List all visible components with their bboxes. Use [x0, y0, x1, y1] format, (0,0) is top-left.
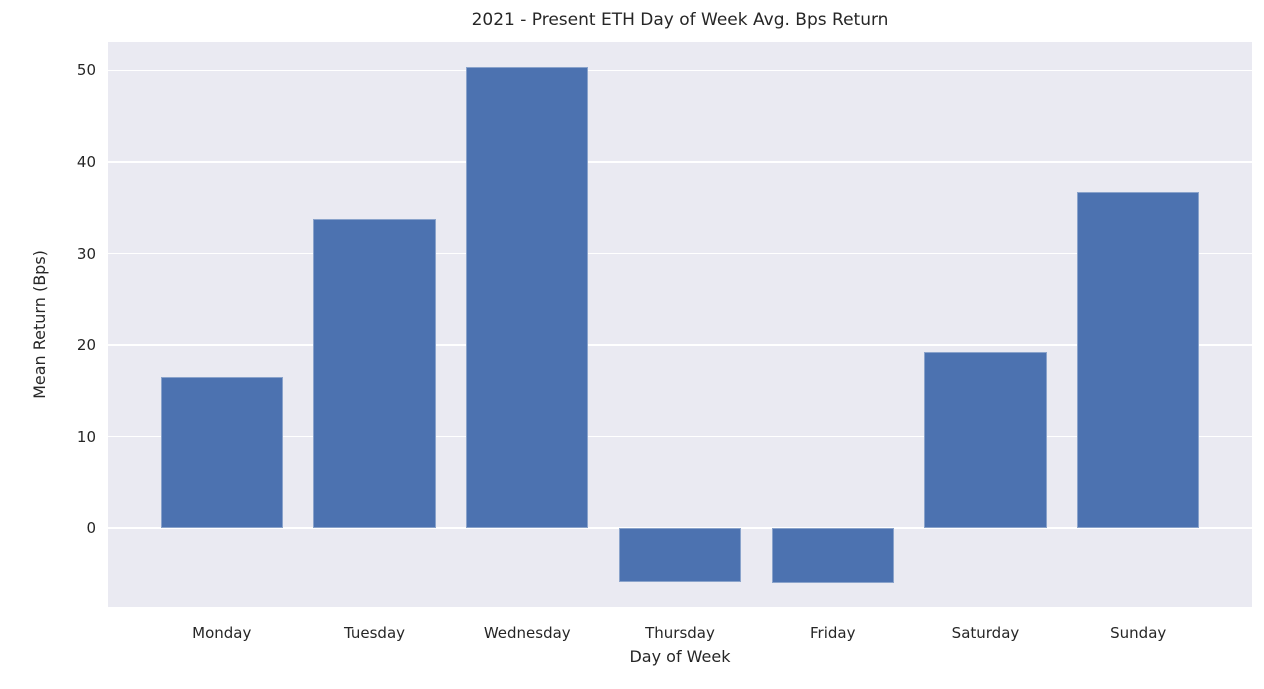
bar-tuesday — [313, 218, 436, 529]
x-tick-label: Sunday — [1110, 624, 1167, 642]
gridline — [108, 252, 1252, 255]
x-tick-label: Monday — [192, 624, 252, 642]
bar-sunday — [1077, 192, 1200, 529]
x-tick-label: Saturday — [951, 624, 1020, 642]
gridline — [108, 69, 1252, 72]
x-axis-label: Day of Week — [629, 647, 731, 666]
y-tick-label: 10 — [76, 427, 96, 446]
bar-wednesday — [466, 66, 589, 529]
x-tick-label: Wednesday — [483, 624, 571, 642]
bar-friday — [771, 528, 894, 584]
gridline — [108, 435, 1252, 438]
gridline — [108, 161, 1252, 163]
bar-saturday — [924, 351, 1047, 529]
y-tick-label: 20 — [76, 336, 96, 355]
chart-title: 2021 - Present ETH Day of Week Avg. Bps … — [471, 10, 889, 30]
bar-thursday — [618, 528, 742, 583]
x-tick-label: Thursday — [645, 624, 715, 642]
y-tick-label: 40 — [76, 152, 96, 171]
x-tick-label: Friday — [810, 624, 856, 642]
bar-monday — [160, 377, 283, 529]
x-tick-label: Tuesday — [343, 624, 406, 642]
y-tick-label: 50 — [76, 61, 96, 80]
gridline — [108, 344, 1252, 346]
y-tick-label: 30 — [76, 244, 96, 263]
y-tick-label: 0 — [86, 519, 96, 538]
plot-area — [108, 42, 1252, 607]
